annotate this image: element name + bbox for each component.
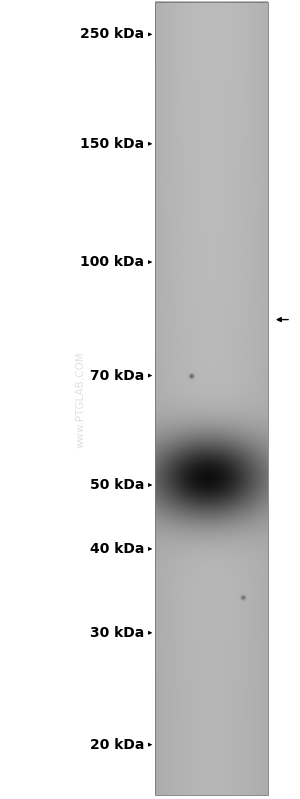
Text: 30 kDa: 30 kDa <box>90 626 144 640</box>
Text: 20 kDa: 20 kDa <box>90 737 144 752</box>
Text: 100 kDa: 100 kDa <box>80 255 144 269</box>
Text: 70 kDa: 70 kDa <box>90 368 144 383</box>
Text: 150 kDa: 150 kDa <box>80 137 144 151</box>
Text: 40 kDa: 40 kDa <box>90 542 144 556</box>
Bar <box>155 2 268 795</box>
Text: 250 kDa: 250 kDa <box>80 27 144 42</box>
Text: 50 kDa: 50 kDa <box>90 478 144 492</box>
Text: www.PTGLAB.COM: www.PTGLAB.COM <box>76 352 86 447</box>
